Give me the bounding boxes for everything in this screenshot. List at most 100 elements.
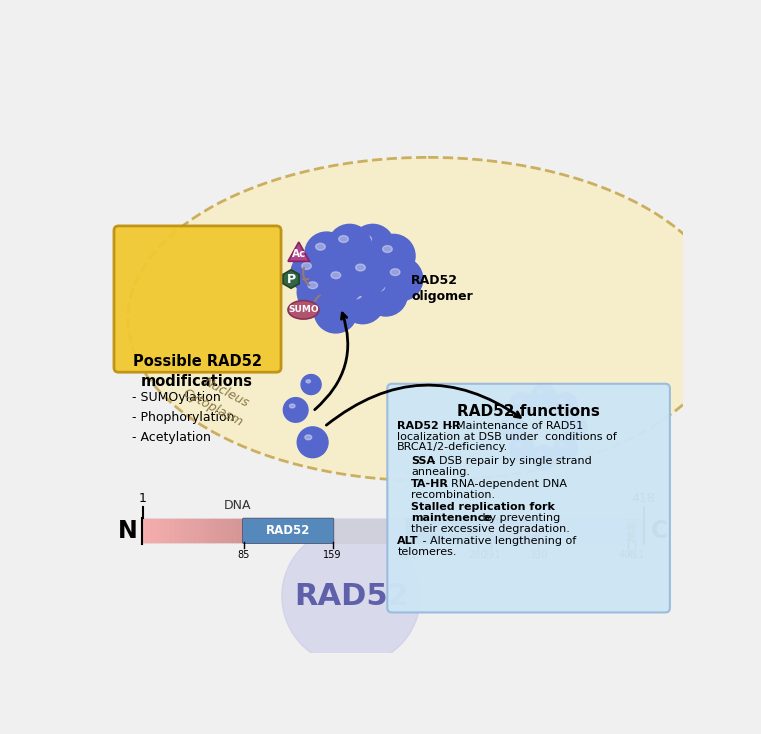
Circle shape xyxy=(553,393,578,418)
Circle shape xyxy=(553,436,578,461)
Bar xyxy=(309,519,314,542)
Text: - Maintenance of RAD51: - Maintenance of RAD51 xyxy=(445,421,584,431)
Text: SSA: SSA xyxy=(411,456,435,466)
Text: P: P xyxy=(286,272,295,286)
FancyBboxPatch shape xyxy=(628,519,635,542)
Ellipse shape xyxy=(559,399,565,403)
Bar xyxy=(170,519,176,542)
Ellipse shape xyxy=(288,301,319,319)
Text: telomeres.: telomeres. xyxy=(397,547,457,557)
Text: C: C xyxy=(651,519,667,543)
Circle shape xyxy=(501,415,525,439)
Circle shape xyxy=(305,232,348,275)
FancyBboxPatch shape xyxy=(142,519,644,542)
Bar xyxy=(314,519,319,542)
Ellipse shape xyxy=(305,435,312,440)
Bar xyxy=(304,519,309,542)
Ellipse shape xyxy=(537,451,543,456)
Text: by preventing: by preventing xyxy=(479,513,560,523)
Ellipse shape xyxy=(361,236,371,242)
Circle shape xyxy=(510,393,534,418)
Text: NLS: NLS xyxy=(627,521,636,541)
Text: - RNA-dependent DNA: - RNA-dependent DNA xyxy=(441,479,568,490)
Text: annealing.: annealing. xyxy=(411,467,470,477)
Ellipse shape xyxy=(308,282,317,288)
Circle shape xyxy=(282,527,420,666)
Circle shape xyxy=(345,252,388,296)
Text: RPA: RPA xyxy=(430,524,455,537)
Bar xyxy=(156,519,161,542)
Ellipse shape xyxy=(331,272,341,279)
Text: BRCA1/2-deficiency.: BRCA1/2-deficiency. xyxy=(397,443,508,452)
Circle shape xyxy=(341,280,384,324)
Text: 85: 85 xyxy=(237,550,250,560)
Circle shape xyxy=(372,234,415,277)
Ellipse shape xyxy=(537,390,543,394)
Ellipse shape xyxy=(390,269,400,275)
Text: Cytoplasm: Cytoplasm xyxy=(180,386,245,429)
FancyBboxPatch shape xyxy=(114,226,281,372)
Bar xyxy=(295,519,300,542)
Circle shape xyxy=(301,374,321,395)
Bar xyxy=(266,519,271,542)
Text: RAD52
oligomer: RAD52 oligomer xyxy=(411,274,473,303)
Bar xyxy=(275,519,281,542)
Text: their excessive degradation.: their excessive degradation. xyxy=(411,524,570,534)
Text: 330: 330 xyxy=(529,550,547,560)
Circle shape xyxy=(531,446,556,470)
Ellipse shape xyxy=(516,399,521,403)
Bar xyxy=(185,519,189,542)
Ellipse shape xyxy=(306,379,310,383)
Text: Nucleus: Nucleus xyxy=(202,376,251,410)
Bar xyxy=(323,519,328,542)
Bar xyxy=(318,519,323,542)
Ellipse shape xyxy=(302,263,311,269)
Text: Possible RAD52
modifications: Possible RAD52 modifications xyxy=(132,355,262,389)
Ellipse shape xyxy=(128,157,728,481)
Circle shape xyxy=(510,436,534,461)
Bar xyxy=(166,519,170,542)
Text: 411: 411 xyxy=(626,550,645,560)
Bar xyxy=(280,519,285,542)
Text: - Acetylation: - Acetylation xyxy=(132,432,211,445)
Bar xyxy=(251,519,256,542)
Text: DNA: DNA xyxy=(224,499,252,512)
Text: RAD52: RAD52 xyxy=(266,524,310,537)
Bar xyxy=(256,519,262,542)
Bar xyxy=(223,519,228,542)
Bar xyxy=(228,519,233,542)
Text: 280: 280 xyxy=(469,550,487,560)
Text: RAD52 HR: RAD52 HR xyxy=(397,421,460,431)
Bar xyxy=(204,519,209,542)
FancyBboxPatch shape xyxy=(406,518,479,544)
Circle shape xyxy=(291,251,334,294)
Bar xyxy=(213,519,218,542)
Text: N: N xyxy=(118,519,138,543)
Text: 418: 418 xyxy=(632,493,656,506)
Text: TA-HR: TA-HR xyxy=(411,479,449,490)
Text: 405: 405 xyxy=(619,550,638,560)
Bar xyxy=(161,519,166,542)
Circle shape xyxy=(351,225,394,267)
Text: - DSB repair by single strand: - DSB repair by single strand xyxy=(428,456,592,466)
Bar xyxy=(180,519,185,542)
Circle shape xyxy=(365,273,407,316)
Bar xyxy=(146,519,151,542)
Bar xyxy=(189,519,195,542)
Bar xyxy=(261,519,266,542)
Circle shape xyxy=(562,415,587,439)
Text: RAD51: RAD51 xyxy=(492,524,537,537)
Bar xyxy=(199,519,204,542)
Bar xyxy=(218,519,223,542)
Text: - Alternative lengthening of: - Alternative lengthening of xyxy=(419,537,576,546)
Text: recombination.: recombination. xyxy=(411,490,495,500)
Text: RAD52: RAD52 xyxy=(294,582,409,611)
Bar xyxy=(242,519,247,542)
Circle shape xyxy=(531,384,556,408)
Ellipse shape xyxy=(568,421,574,425)
Polygon shape xyxy=(288,242,310,261)
Polygon shape xyxy=(283,270,299,288)
Circle shape xyxy=(328,225,371,267)
FancyBboxPatch shape xyxy=(243,518,334,544)
FancyBboxPatch shape xyxy=(490,518,540,544)
